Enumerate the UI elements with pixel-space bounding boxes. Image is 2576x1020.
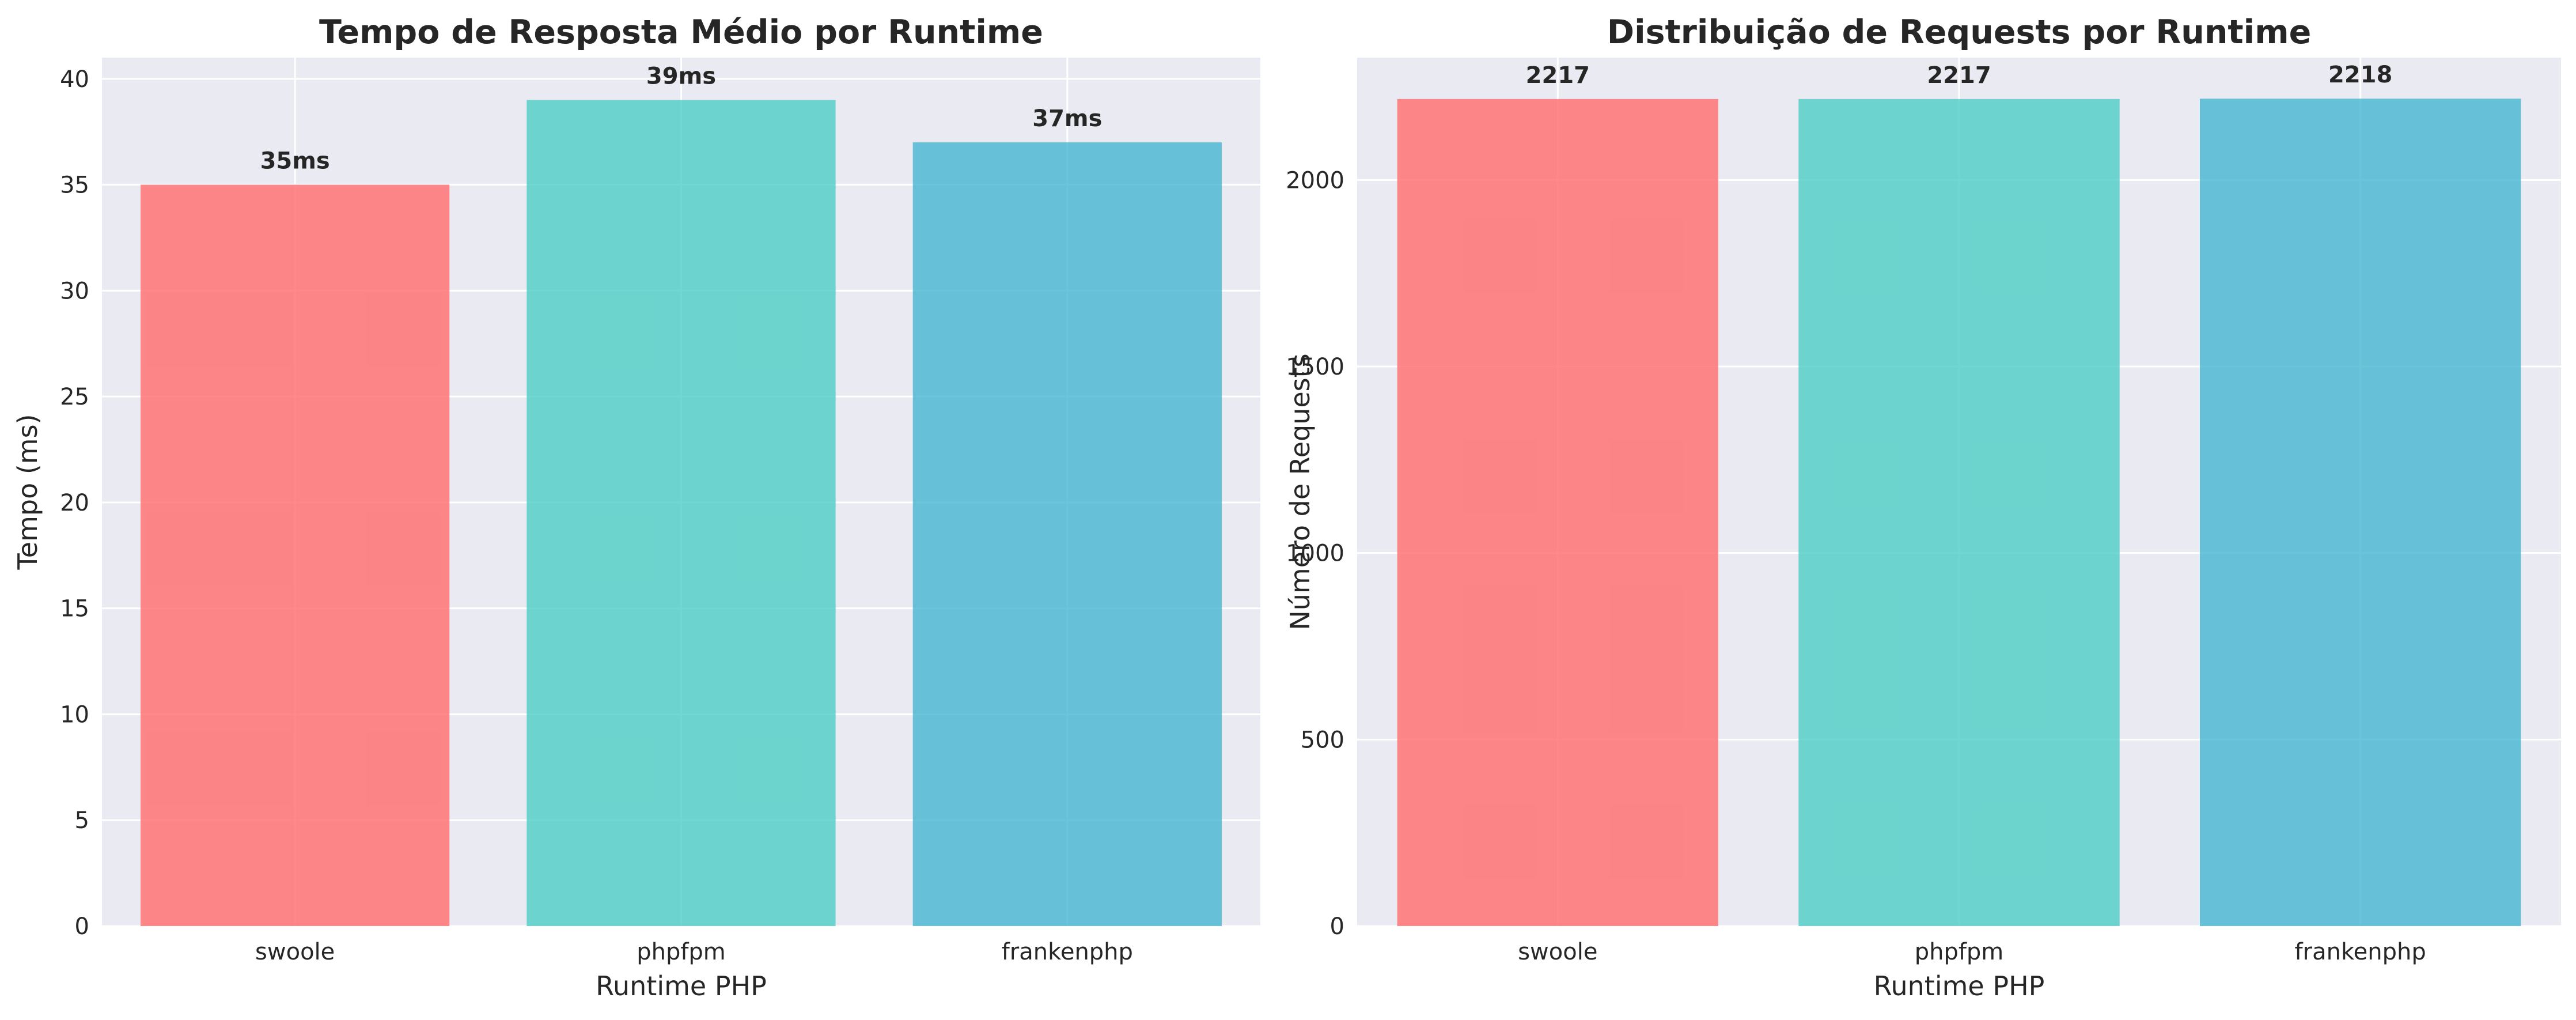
data-label-phpfpm: 2217 <box>1927 62 1991 89</box>
y-tick-label: 20 <box>60 490 89 516</box>
bar-swoole <box>141 184 450 926</box>
y-tick-label: 35 <box>60 172 89 199</box>
y-tick-label: 5 <box>75 807 89 834</box>
y-tick-label: 25 <box>60 384 89 410</box>
y-tick-label: 10 <box>60 701 89 728</box>
bar-phpfpm <box>526 100 836 926</box>
y-tick-label: 2000 <box>1286 167 1344 194</box>
data-label-frankenphp: 2218 <box>2328 62 2392 88</box>
y-axis-label: Número de Requests <box>1285 353 1316 630</box>
y-axis-label: Tempo (ms) <box>12 414 43 570</box>
data-label-swoole: 2217 <box>1526 62 1590 89</box>
bar-frankenphp <box>912 142 1222 926</box>
x-tick-label: swoole <box>1518 939 1597 965</box>
x-tick-label: phpfpm <box>1915 939 2004 965</box>
chart-title: Tempo de Resposta Médio por Runtime <box>319 13 1043 51</box>
x-tick-label: frankenphp <box>2295 939 2426 965</box>
data-label-swoole: 35ms <box>260 148 330 175</box>
data-label-frankenphp: 37ms <box>1032 105 1102 132</box>
x-axis-label: Runtime PHP <box>1874 970 2045 1002</box>
y-tick-label: 15 <box>60 596 89 622</box>
y-tick-label: 40 <box>60 66 89 93</box>
x-axis-label: Runtime PHP <box>596 970 767 1002</box>
x-tick-label: frankenphp <box>1002 939 1133 965</box>
x-tick-label: swoole <box>255 939 335 965</box>
chart-panel-response-time: 0 5 10 15 20 25 30 35 40 35ms swoole 39ms phpfpm 37ms… <box>12 13 1260 1002</box>
y-tick-label: 500 <box>1301 727 1344 753</box>
y-tick-label: 1500 <box>1286 354 1344 380</box>
bar-phpfpm <box>1798 99 2120 927</box>
data-label-phpfpm: 39ms <box>646 63 716 90</box>
y-tick-label: 1000 <box>1286 541 1344 567</box>
x-tick-label: phpfpm <box>637 939 726 965</box>
y-tick-label: 0 <box>75 913 89 940</box>
bar-frankenphp <box>2200 99 2521 927</box>
chart-panel-requests: 0 500 1000 1500 2000 2217 swoole 2217 phpfpm 2218… <box>1285 13 2561 1002</box>
chart-title: Distribuição de Requests por Runtime <box>1607 13 2312 51</box>
y-tick-label: 0 <box>1330 913 1344 940</box>
bar-swoole <box>1397 99 1718 927</box>
y-tick-label: 30 <box>60 278 89 304</box>
